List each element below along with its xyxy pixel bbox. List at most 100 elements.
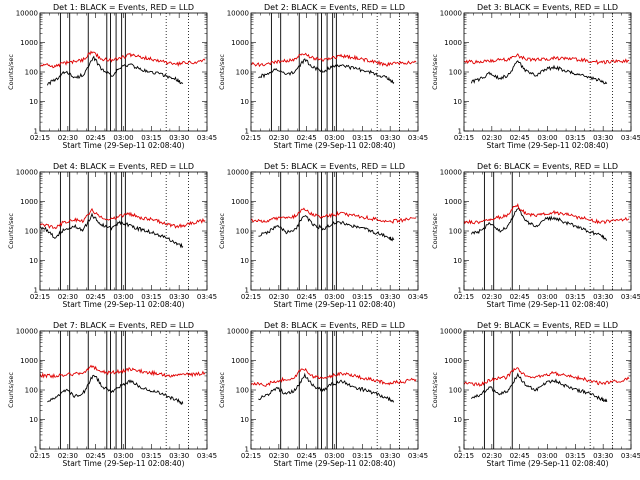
x-tick-label: 03:15 (565, 134, 585, 142)
x-axis-label: Start Time (29-Sep-11 02:08:40) (63, 459, 185, 468)
x-tick-label: 03:00 (324, 293, 344, 301)
detector-panel: Det 7: BLACK = Events, RED = LLD 1 10 100 10… (7, 321, 217, 468)
y-tick-label: 100 (449, 228, 462, 236)
x-tick-label: 02:30 (58, 293, 78, 301)
detector-panel: Det 9: BLACK = Events, RED = LLD 1 10 100 10… (431, 321, 640, 468)
panel-title: Det 3: BLACK = Events, RED = LLD (477, 3, 618, 12)
x-tick-label: 02:15 (454, 293, 474, 301)
y-tick-label: 1000 (20, 357, 38, 365)
plot-frame (39, 171, 208, 291)
lld-series-line (251, 52, 417, 68)
x-axis-label: Start Time (29-Sep-11 02:08:40) (487, 459, 609, 468)
x-tick-label: 02:45 (510, 134, 530, 142)
y-tick-label: 10000 (440, 169, 462, 177)
lld-series-line (40, 50, 206, 69)
y-tick-label: 1 (245, 287, 249, 295)
detector-panel: Det 6: BLACK = Events, RED = LLD 1 10 100 10… (431, 162, 640, 309)
y-axis-label: Counts/sec (431, 372, 439, 408)
y-tick-label: 100 (25, 69, 38, 77)
y-tick-label: 10 (29, 416, 38, 424)
y-tick-label: 100 (236, 228, 249, 236)
y-axis-label: Counts/sec (7, 54, 15, 90)
x-tick-label: 03:45 (621, 134, 640, 142)
x-tick-label: 03:30 (380, 452, 400, 460)
x-tick-label: 03:30 (593, 452, 613, 460)
y-tick-label: 100 (449, 387, 462, 395)
panel-title: Det 2: BLACK = Events, RED = LLD (264, 3, 405, 12)
y-tick-label: 1000 (20, 39, 38, 47)
x-tick-label: 03:45 (408, 134, 428, 142)
x-tick-label: 03:45 (197, 293, 217, 301)
panel-title: Det 8: BLACK = Events, RED = LLD (264, 321, 405, 330)
x-tick-label: 03:45 (408, 293, 428, 301)
x-tick-label: 02:45 (86, 293, 106, 301)
y-axis-label: Counts/sec (431, 54, 439, 90)
x-tick-label: 03:15 (352, 452, 372, 460)
y-tick-label: 10 (29, 257, 38, 265)
y-tick-label: 1000 (231, 357, 249, 365)
plot-frame (463, 330, 632, 450)
x-tick-label: 03:30 (169, 452, 189, 460)
x-tick-label: 03:45 (197, 452, 217, 460)
lld-series-line (251, 207, 417, 224)
plot-frame (39, 330, 208, 450)
y-tick-label: 1000 (444, 39, 462, 47)
x-tick-label: 02:30 (482, 452, 502, 460)
y-tick-label: 1000 (444, 357, 462, 365)
y-tick-label: 10 (240, 416, 249, 424)
y-tick-label: 100 (449, 69, 462, 77)
y-tick-label: 10000 (227, 10, 249, 18)
x-tick-label: 02:15 (241, 134, 261, 142)
x-tick-label: 03:00 (324, 134, 344, 142)
y-tick-label: 1 (458, 287, 462, 295)
y-tick-label: 100 (25, 387, 38, 395)
x-tick-label: 03:15 (141, 452, 161, 460)
x-tick-label: 03:30 (593, 293, 613, 301)
x-tick-label: 03:00 (113, 293, 133, 301)
x-tick-label: 02:30 (58, 134, 78, 142)
x-tick-label: 02:45 (86, 452, 106, 460)
events-series-line (470, 207, 608, 241)
y-tick-label: 10000 (16, 328, 38, 336)
y-tick-label: 1 (458, 128, 462, 136)
x-tick-label: 02:15 (241, 293, 261, 301)
x-tick-label: 02:45 (86, 134, 106, 142)
y-tick-label: 10 (29, 98, 38, 106)
detector-panel: Det 2: BLACK = Events, RED = LLD 1 10 100 10… (218, 3, 428, 150)
y-axis-label: Counts/sec (218, 54, 226, 90)
x-tick-label: 02:30 (269, 134, 289, 142)
x-tick-label: 03:45 (621, 293, 640, 301)
y-tick-label: 10000 (16, 10, 38, 18)
x-tick-label: 02:15 (454, 452, 474, 460)
x-axis-label: Start Time (29-Sep-11 02:08:40) (63, 300, 185, 309)
x-tick-label: 02:30 (482, 293, 502, 301)
x-tick-label: 03:45 (408, 452, 428, 460)
x-tick-label: 03:00 (113, 134, 133, 142)
y-tick-label: 10000 (227, 169, 249, 177)
y-tick-label: 10000 (440, 10, 462, 18)
plot-frame (39, 12, 208, 132)
y-tick-label: 10000 (16, 169, 38, 177)
y-tick-label: 100 (25, 228, 38, 236)
events-series-line (470, 60, 608, 85)
events-series-line (47, 374, 184, 405)
y-tick-label: 1 (34, 446, 38, 454)
x-axis-label: Start Time (29-Sep-11 02:08:40) (274, 459, 396, 468)
y-axis-label: Counts/sec (7, 372, 15, 408)
x-tick-label: 02:15 (30, 452, 50, 460)
x-tick-label: 02:30 (58, 452, 78, 460)
panel-title: Det 9: BLACK = Events, RED = LLD (477, 321, 618, 330)
x-tick-label: 03:15 (352, 293, 372, 301)
x-tick-label: 03:15 (141, 134, 161, 142)
x-tick-label: 02:45 (510, 293, 530, 301)
y-tick-label: 10000 (440, 328, 462, 336)
x-tick-label: 03:45 (197, 134, 217, 142)
detector-panel: Det 8: BLACK = Events, RED = LLD 1 10 100 10… (218, 321, 428, 468)
detector-panel: Det 3: BLACK = Events, RED = LLD 1 10 100 10… (431, 3, 640, 150)
x-tick-label: 02:30 (482, 134, 502, 142)
x-tick-label: 03:15 (565, 293, 585, 301)
events-series-line (258, 372, 395, 403)
panel-title: Det 4: BLACK = Events, RED = LLD (53, 162, 194, 171)
y-axis-label: Counts/sec (431, 213, 439, 249)
